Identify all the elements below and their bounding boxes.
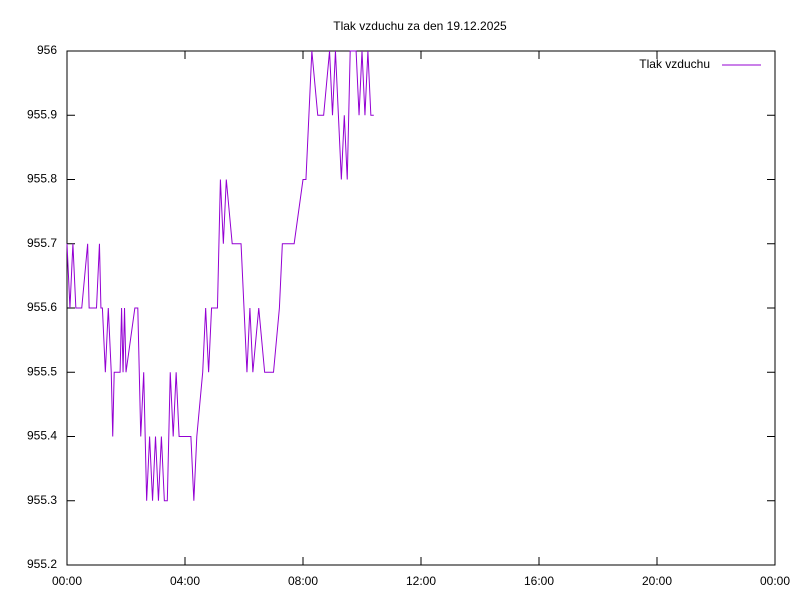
x-tick-label: 12:00 [406,574,436,588]
plot-frame [66,50,776,566]
x-tick-label: 20:00 [642,574,672,588]
y-tick-label: 955.8 [27,172,57,186]
y-tick-label: 955.3 [27,493,57,507]
x-tick-label: 08:00 [288,574,318,588]
y-tick-label: 955.6 [27,300,57,314]
y-tick-label: 955.9 [27,107,57,121]
y-tick-label: 955.4 [27,429,57,443]
x-tick-label: 00:00 [52,574,82,588]
y-tick-label: 956 [37,43,57,57]
chart-title: Tlak vzduchu za den 19.12.2025 [333,19,507,33]
y-tick-label: 955.5 [27,364,57,378]
data-line [66,50,374,502]
x-tick-label: 16:00 [524,574,554,588]
y-tick-label: 955.2 [27,557,57,571]
y-tick-label: 955.7 [27,236,57,250]
x-tick-label: 04:00 [170,574,200,588]
legend-label: Tlak vzduchu [639,57,710,71]
x-tick-label: 00:00 [760,574,790,588]
